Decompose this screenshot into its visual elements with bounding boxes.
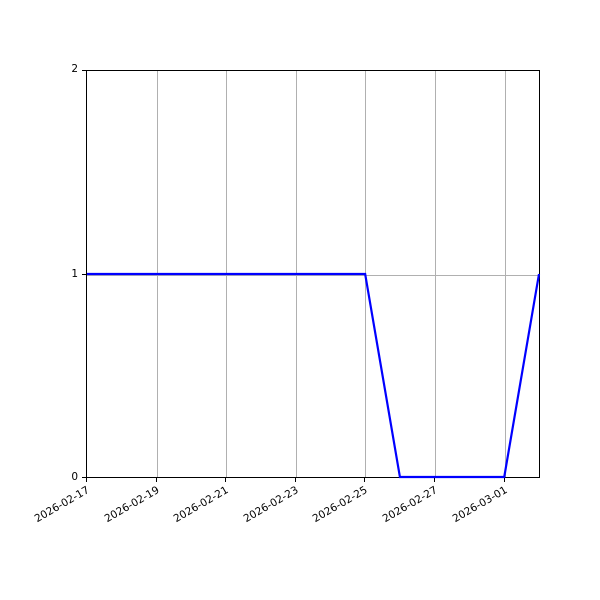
- y-tick-label: 1: [71, 268, 78, 280]
- gridline-horizontal: [87, 275, 539, 276]
- x-tick-mark: [86, 478, 88, 482]
- series-line: [87, 272, 541, 479]
- y-tick-mark: [82, 70, 86, 72]
- gridline-vertical: [435, 71, 436, 477]
- gridline-vertical: [504, 71, 506, 477]
- x-tick-mark: [503, 478, 505, 482]
- y-tick-mark: [82, 477, 86, 479]
- x-tick-mark: [155, 478, 157, 482]
- x-tick-mark: [294, 478, 296, 482]
- y-tick-label: 0: [71, 471, 78, 483]
- x-tick-mark: [225, 478, 227, 482]
- y-tick-label: 2: [71, 63, 78, 75]
- x-tick-mark: [364, 478, 366, 482]
- plot-area: [86, 70, 541, 479]
- data-series-svg: [87, 272, 541, 479]
- x-tick-mark: [434, 478, 436, 482]
- y-tick-mark: [82, 274, 86, 276]
